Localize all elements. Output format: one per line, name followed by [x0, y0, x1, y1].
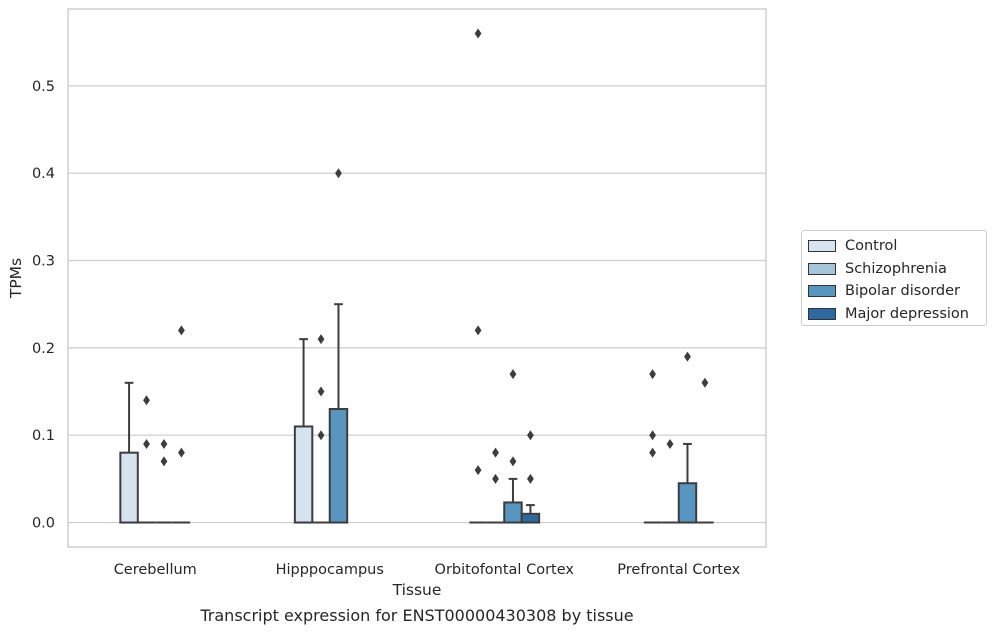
- outlier-point: [474, 325, 482, 336]
- outlier-point: [527, 473, 534, 484]
- legend-item-bipolar-disorder: Bipolar disorder: [808, 280, 986, 303]
- legend-swatch-major-depression: [808, 307, 836, 320]
- outlier-point: [335, 168, 342, 179]
- legend-swatch-bipolar-disorder: [808, 285, 836, 298]
- legend-label-bipolar-disorder: Bipolar disorder: [845, 283, 960, 300]
- box: [293, 425, 314, 524]
- outlier-point: [178, 325, 185, 336]
- legend-label-schizophrenia: Schizophrenia: [845, 260, 947, 277]
- x-axis-title: Tissue: [392, 581, 442, 599]
- boxes: [119, 303, 714, 524]
- box: [677, 482, 698, 524]
- x-tick-label: Prefrontal Cortex: [617, 562, 740, 578]
- y-tick-label: 0.3: [32, 254, 55, 270]
- y-tick-label: 0.5: [32, 79, 55, 95]
- outlier-point: [317, 334, 325, 345]
- x-tick-label: Hipppocampus: [276, 562, 384, 578]
- y-tick-label: 0.4: [32, 166, 55, 182]
- plot-frame: [67, 8, 767, 548]
- outlier-point: [527, 430, 534, 441]
- legend-item-schizophrenia: Schizophrenia: [808, 258, 986, 281]
- outlier-point: [178, 447, 185, 458]
- outlier-point: [492, 447, 499, 458]
- outlier-point: [509, 456, 517, 467]
- x-tick-label: Cerebellum: [114, 562, 197, 578]
- legend-swatch-schizophrenia: [808, 262, 836, 275]
- outlier-point: [143, 438, 150, 449]
- outlier-point: [160, 456, 168, 467]
- legend: Control Schizophrenia Bipolar disorder M…: [801, 230, 987, 326]
- outlier-point: [649, 447, 656, 458]
- outlier-point: [317, 386, 325, 397]
- outlier-point: [701, 377, 709, 388]
- box: [119, 451, 139, 524]
- outlier-point: [143, 395, 150, 406]
- y-tick-label: 0.2: [32, 341, 55, 357]
- grid-lines: [68, 85, 766, 524]
- outlier-point: [666, 438, 674, 449]
- x-tick-label: Orbitofontal Cortex: [435, 562, 575, 578]
- box: [328, 408, 349, 524]
- legend-item-major-depression: Major depression: [808, 303, 986, 326]
- figure-caption: Transcript expression for ENST0000043030…: [200, 606, 634, 625]
- x-tick-labels: Cerebellum Hipppocampus Orbitofontal Corte…: [114, 562, 741, 578]
- legend-label-major-depression: Major depression: [845, 305, 969, 322]
- outlier-point: [649, 369, 656, 380]
- outlier-point: [649, 430, 656, 441]
- legend-label-control: Control: [845, 238, 898, 255]
- outlier-point: [684, 351, 691, 362]
- outlier-point: [474, 465, 482, 476]
- outlier-point: [492, 473, 499, 484]
- y-tick-labels: 0.0 0.1 0.2 0.3 0.4 0.5: [32, 79, 55, 532]
- y-tick-label: 0.1: [32, 428, 55, 444]
- box: [520, 512, 541, 524]
- outlier-point: [509, 369, 517, 380]
- outlier-point: [317, 430, 325, 441]
- box: [503, 501, 523, 524]
- legend-item-control: Control: [808, 235, 986, 258]
- y-tick-label: 0.0: [32, 516, 55, 532]
- outlier-point: [160, 438, 168, 449]
- y-axis-title: TPMs: [7, 258, 25, 299]
- outlier-points: [143, 28, 709, 484]
- legend-swatch-control: [808, 240, 836, 253]
- outlier-point: [474, 28, 482, 39]
